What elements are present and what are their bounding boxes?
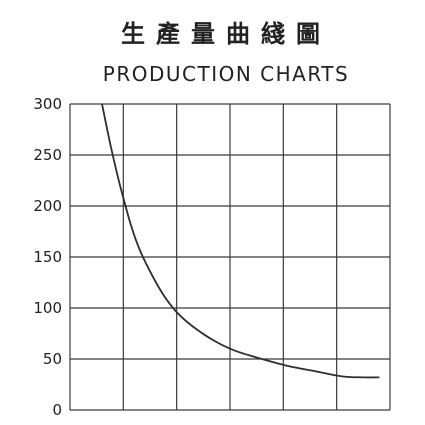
chart-title: 生產量曲綫圖 xyxy=(121,20,331,48)
grid xyxy=(69,103,391,411)
series-layer xyxy=(101,103,380,379)
y-tick-label: 250 xyxy=(33,146,62,164)
chart-subtitle: PRODUCTION CHARTS xyxy=(103,62,349,86)
y-tick-label: 100 xyxy=(33,299,62,317)
y-tick-label: 150 xyxy=(33,248,62,266)
y-axis-ticks: 0 50 100 150 200 250 300 xyxy=(33,95,62,419)
y-tick-label: 50 xyxy=(43,350,62,368)
y-tick-label: 0 xyxy=(52,401,62,419)
production-curve xyxy=(101,103,380,379)
y-tick-label: 200 xyxy=(33,197,62,215)
y-tick-label: 300 xyxy=(33,95,62,113)
